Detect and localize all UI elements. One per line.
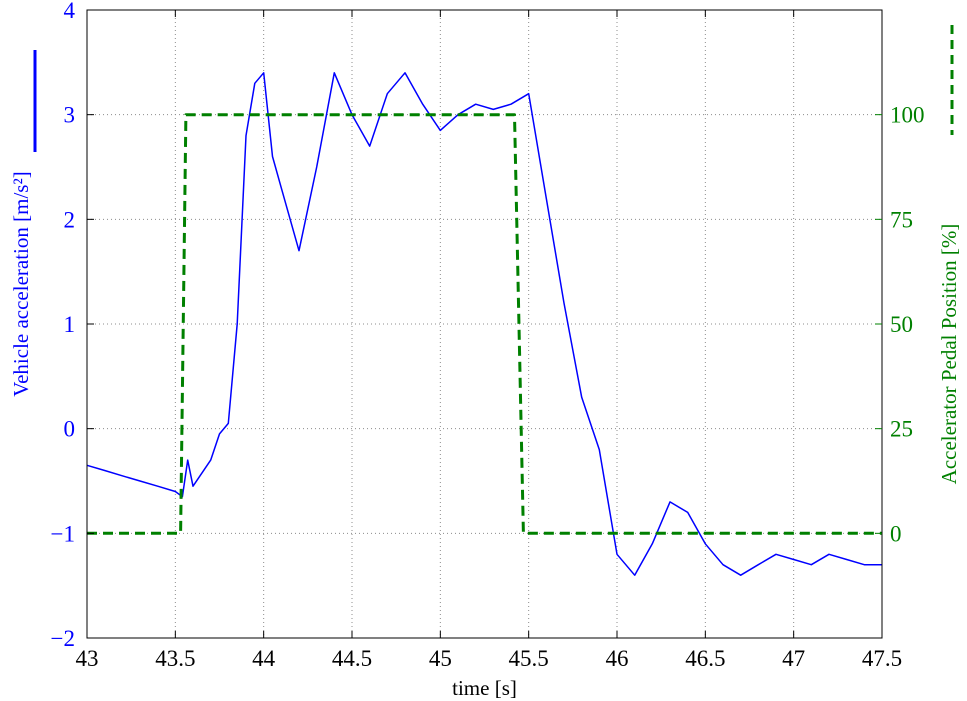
grid-lines [87, 10, 882, 638]
left-y-tick-label: −1 [51, 521, 75, 546]
plot-frame [86, 9, 883, 639]
left-y-tick-label: −2 [51, 626, 75, 651]
left-y-tick-label: 2 [64, 207, 76, 232]
left-y-tick-label: 3 [64, 103, 76, 128]
x-tick-label: 47 [782, 646, 805, 671]
x-tick-label: 46.5 [685, 646, 725, 671]
left-y-axis-title: Vehicle acceleration [m/s²] [9, 171, 33, 397]
axis-ticks: 43 43.5 44 44.5 45 45.5 46 46.5 47 47.5 −2 −1 0 1 2 3 4 0… [51, 0, 925, 671]
x-axis-title: time [s] [452, 676, 517, 700]
right-y-tick-label: 0 [890, 521, 902, 546]
left-y-tick-label: 4 [64, 0, 76, 23]
x-tick-label: 43.5 [155, 646, 195, 671]
left-y-tick-label: 1 [64, 312, 76, 337]
x-tick-label: 47.5 [862, 646, 902, 671]
pedal-position-series-line [87, 113, 882, 535]
x-tick-label: 45.5 [509, 646, 549, 671]
x-tick-label: 45 [429, 646, 452, 671]
left-y-tick-label: 0 [64, 417, 76, 442]
acceleration-series-line [86, 72, 882, 576]
right-y-tick-label: 50 [890, 312, 913, 337]
x-tick-label: 46 [606, 646, 629, 671]
x-tick-label: 44 [252, 646, 276, 671]
x-tick-label: 43 [76, 646, 99, 671]
right-y-axis-title: Accelerator Pedal Position [%] [937, 224, 961, 485]
x-tick-label: 44.5 [332, 646, 372, 671]
right-y-tick-label: 100 [890, 103, 925, 128]
plot-area [86, 72, 882, 576]
right-y-tick-label: 75 [890, 207, 913, 232]
right-y-tick-label: 25 [890, 417, 913, 442]
